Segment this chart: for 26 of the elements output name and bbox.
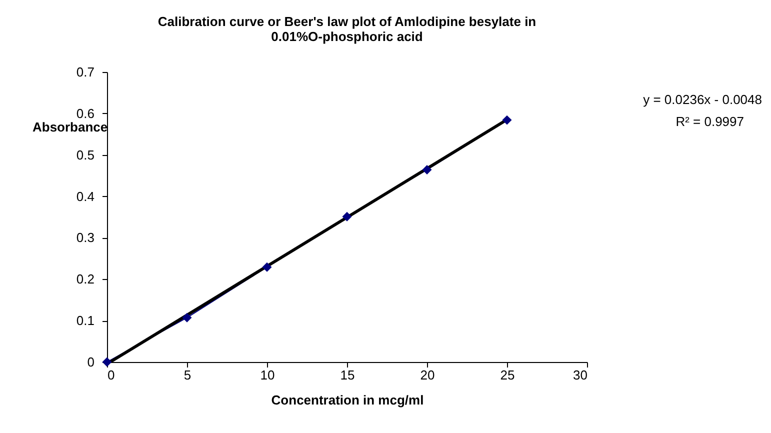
point — [182, 312, 192, 322]
y-tick-label: 0.5 — [76, 147, 94, 162]
x-tick-label: 25 — [500, 368, 515, 382]
y-tick-label: 0 — [87, 354, 94, 370]
text: Calibration curve or Beer's law plot of Amlodipine besylate in — [158, 14, 536, 29]
y-axis-title: Absorbance — [32, 120, 108, 134]
x-tick-label: 0 — [108, 368, 115, 382]
y-tick-label: 0.2 — [76, 272, 94, 287]
x-tick-label: 5 — [184, 368, 192, 382]
text: R² = 0.9997 — [676, 114, 744, 129]
x-tick-label: 10 — [260, 368, 275, 382]
x-tick-label: 20 — [420, 368, 435, 382]
y-tick-label: 0.7 — [76, 64, 94, 80]
y-tick-label: 0.6 — [76, 106, 94, 121]
point — [422, 165, 432, 175]
point — [502, 115, 512, 125]
point — [262, 262, 272, 272]
x-tick-label: 15 — [340, 368, 355, 382]
x-tick-label: 30 — [573, 368, 588, 382]
y-tick-label: 0.4 — [76, 188, 94, 204]
text: 0.01%O-phosphoric acid — [271, 29, 423, 44]
y-tick-label: 0.1 — [76, 313, 94, 328]
text: y = 0.0236x - 0.0048 — [643, 92, 762, 107]
x-axis-title: Concentration in mcg/ml — [271, 392, 424, 408]
point — [342, 212, 352, 222]
y-tick-label: 0.3 — [76, 230, 94, 246]
